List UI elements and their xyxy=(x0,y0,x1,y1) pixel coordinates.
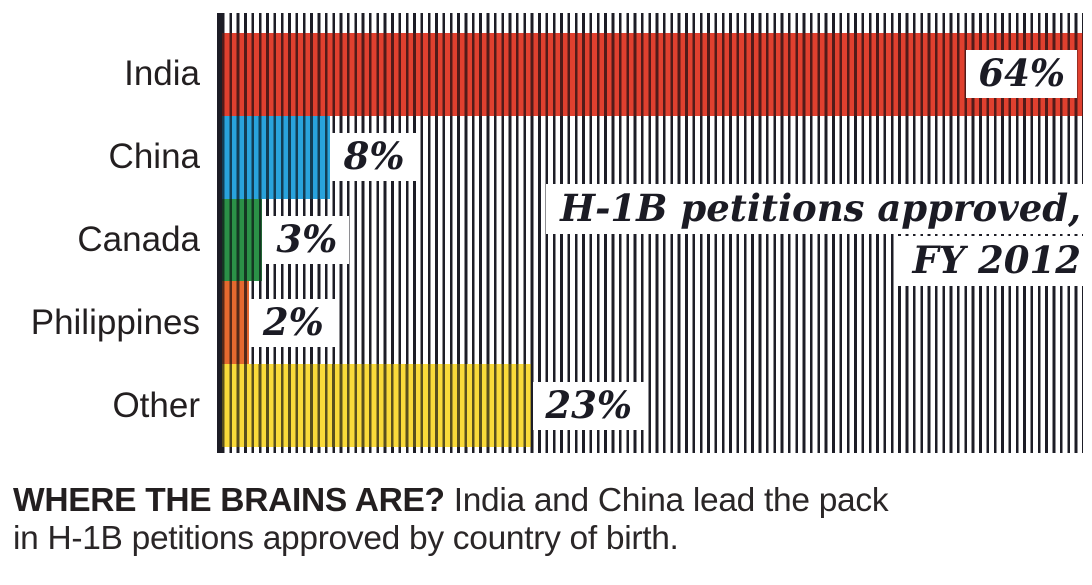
bar-row: India 64% xyxy=(0,33,1092,116)
chart-title-line2: FY 2012 xyxy=(898,236,1083,286)
caption-line1: WHERE THE BRAINS ARE? India and China le… xyxy=(13,482,1085,520)
bar-row: Philippines 2% xyxy=(0,281,1092,365)
bar-row: Canada 3% xyxy=(0,198,1092,282)
category-label: Other xyxy=(112,385,200,425)
bar xyxy=(222,364,532,447)
bar-row: China 8% xyxy=(0,115,1092,199)
bar-value-label: 23% xyxy=(533,381,645,430)
bar-value-label: 3% xyxy=(264,215,350,264)
bar-value-label: 2% xyxy=(250,298,336,347)
chart-title-line1: H-1B petitions approved, xyxy=(546,184,1083,234)
category-label: Canada xyxy=(77,219,200,259)
caption-line1-rest: India and China lead the pack xyxy=(444,482,889,519)
bar-value-label: 64% xyxy=(966,50,1077,99)
bar xyxy=(222,115,330,199)
bar-row: Other 23% xyxy=(0,364,1092,447)
bar xyxy=(222,33,1083,116)
category-label: Philippines xyxy=(30,302,200,342)
caption: WHERE THE BRAINS ARE? India and China le… xyxy=(13,482,1085,558)
bar xyxy=(222,198,263,282)
chart-title: H-1B petitions approved, FY 2012 xyxy=(546,184,1083,288)
bar xyxy=(222,281,249,365)
caption-lead-in: WHERE THE BRAINS ARE? xyxy=(13,482,445,519)
caption-line2: in H-1B petitions approved by country of… xyxy=(13,520,679,557)
category-label: China xyxy=(108,137,200,177)
y-axis-line xyxy=(217,13,222,453)
category-label: India xyxy=(124,54,200,94)
bar-value-label: 8% xyxy=(331,133,417,182)
